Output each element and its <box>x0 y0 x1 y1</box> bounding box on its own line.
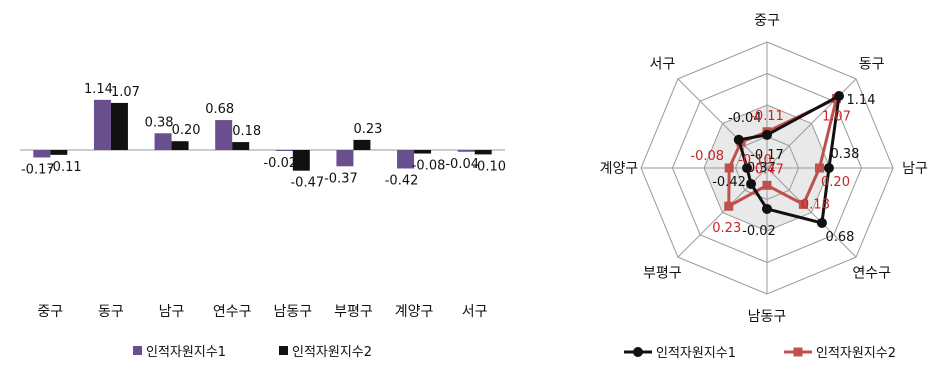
data-label: -0.37 <box>742 161 776 176</box>
data-label: 0.20 <box>821 175 850 190</box>
category-label: 부평구 <box>643 266 682 282</box>
data-label: 0.18 <box>232 124 261 139</box>
category-label: 계양구 <box>600 161 639 177</box>
data-label: -0.17 <box>21 162 55 177</box>
data-label: 0.68 <box>825 230 854 245</box>
radar-spoke-8 <box>677 78 768 169</box>
data-label: -0.17 <box>750 148 784 163</box>
category-label: 동구 <box>98 304 124 320</box>
legend-label: 인적자원지수1 <box>656 346 736 361</box>
radar-marker-1-8 <box>733 134 744 145</box>
category-label: 남동구 <box>273 304 312 320</box>
bar-1-3 <box>154 133 172 150</box>
data-label: -0.02 <box>263 156 297 171</box>
category-label: 연수구 <box>213 304 252 320</box>
data-label: 0.38 <box>830 147 859 162</box>
category-label: 남동구 <box>748 309 787 325</box>
category-label: 남구 <box>159 304 185 320</box>
data-label: 0.23 <box>712 221 741 236</box>
category-label: 계양구 <box>395 304 434 320</box>
radar-marker-1-6 <box>746 178 757 189</box>
bar-1-4 <box>215 120 233 150</box>
data-label: -0.42 <box>385 173 419 188</box>
data-label: -0.37 <box>324 171 358 186</box>
bar-2-6 <box>353 139 371 150</box>
category-label: 연수구 <box>852 266 891 282</box>
bar-2-7 <box>414 150 432 154</box>
data-label: -0.02 <box>742 224 776 239</box>
category-label: 부평구 <box>334 304 373 320</box>
legend-marker-2 <box>793 347 803 357</box>
radar-marker-2-3 <box>815 163 824 173</box>
category-label: 중구 <box>754 13 780 29</box>
data-label: -0.08 <box>690 149 724 164</box>
data-label: -0.08 <box>412 159 446 174</box>
category-label: 동구 <box>859 56 885 72</box>
legend-label: 인적자원지수2 <box>292 345 372 360</box>
data-label: 0.20 <box>172 123 201 138</box>
radar-marker-2-7 <box>724 163 734 173</box>
category-label: 서구 <box>462 304 488 320</box>
data-label: -0.04 <box>445 157 479 172</box>
data-label: -0.42 <box>712 175 746 190</box>
radar-marker-2-5 <box>762 180 772 190</box>
data-label: -0.11 <box>48 160 82 175</box>
radar-marker-1-3 <box>823 163 834 173</box>
data-label: -0.47 <box>290 176 324 191</box>
legend-label: 인적자원지수1 <box>146 345 226 360</box>
data-label: -0.47 <box>750 162 784 177</box>
data-label: 0.68 <box>205 102 234 117</box>
data-label: 1.14 <box>847 93 876 108</box>
bar-2-2 <box>110 102 128 150</box>
radar-marker-1-1 <box>762 129 772 140</box>
bar-2-1 <box>50 150 68 155</box>
bar-chart: -0.17-0.11 중구 1.141.07 동구 0.380.20 남구 0.68 0.18… <box>20 82 506 360</box>
bar-1-2 <box>93 99 111 150</box>
data-label: 0.38 <box>145 115 174 130</box>
bar-2-3 <box>171 141 189 150</box>
bar-1-8 <box>457 150 475 152</box>
data-label: -0.04 <box>728 111 762 126</box>
radar-marker-2-6 <box>724 201 734 211</box>
bar-2-8 <box>474 150 492 155</box>
radar-marker-1-7 <box>742 163 753 173</box>
data-label: 1.14 <box>84 82 113 97</box>
data-label: 0.18 <box>801 197 830 212</box>
data-label: -0.10 <box>738 153 772 168</box>
data-label: -0.11 <box>750 109 784 124</box>
category-label: 서구 <box>649 56 675 72</box>
legend-swatch-2 <box>279 346 288 355</box>
radar-marker-1-5 <box>762 203 772 214</box>
bar-1-6 <box>336 150 354 167</box>
data-label: 1.07 <box>822 110 851 125</box>
radar-spoke-4 <box>766 167 857 258</box>
category-label: 중구 <box>37 304 63 320</box>
data-label: 0.23 <box>353 122 382 137</box>
bar-1-5 <box>275 150 293 151</box>
bar-1-1 <box>33 150 51 158</box>
bar-2-4 <box>232 142 250 150</box>
category-label: 남구 <box>902 161 928 177</box>
radar-marker-1-4 <box>816 217 827 228</box>
data-label: -0.10 <box>472 159 506 174</box>
legend-swatch-1 <box>133 346 142 355</box>
radar-marker-2-4 <box>798 199 808 209</box>
radar-marker-1-2 <box>834 90 845 101</box>
bar-1-7 <box>397 150 415 169</box>
legend-label: 인적자원지수2 <box>816 346 896 361</box>
data-label: 1.07 <box>111 85 140 100</box>
bar-2-5 <box>292 150 310 171</box>
legend-marker-1 <box>633 347 643 357</box>
